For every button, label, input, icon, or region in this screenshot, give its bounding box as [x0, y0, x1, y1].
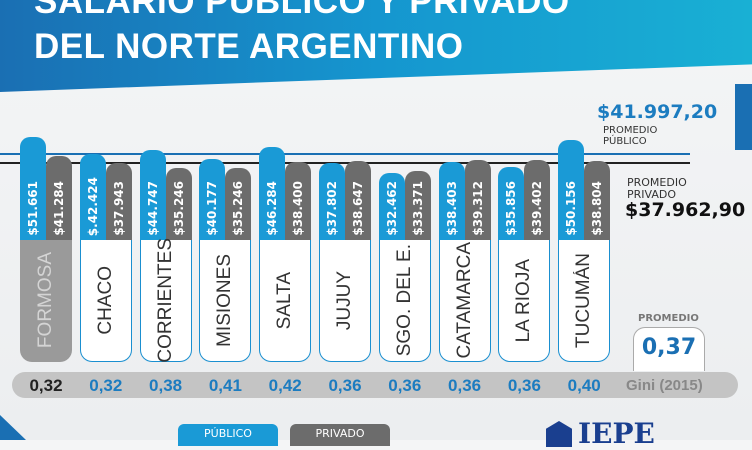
gini-value: 0,38: [149, 376, 183, 395]
public-average-line: [0, 153, 690, 155]
public-value-label: $40.177: [205, 181, 220, 236]
province-label: JUJUY: [319, 240, 371, 362]
province-name: CATAMARCA: [453, 242, 475, 359]
province-label: SALTA: [259, 240, 312, 362]
public-average-value: $41.997,20: [597, 101, 718, 123]
private-bar: $35.246: [165, 167, 192, 240]
province-label: LA RIOJA: [498, 240, 551, 362]
province-label: FORMOSA: [20, 240, 72, 362]
private-value-label: $41.284: [52, 181, 66, 236]
province-name: CHACO: [94, 266, 116, 335]
gini-value: 0,36: [448, 376, 482, 395]
gini-value: 0,32: [29, 376, 63, 395]
private-bar: $38.804: [584, 161, 611, 240]
private-value-label: $39.402: [530, 181, 545, 236]
public-bar: $32.462: [378, 172, 405, 240]
gini-row: [12, 372, 738, 398]
legend-private: PRIVADO: [290, 424, 390, 446]
province-label: CATAMARCA: [438, 240, 491, 362]
province-label: MISIONES: [199, 240, 252, 362]
logo-icon: [546, 421, 572, 447]
decorative-triangle: [0, 415, 26, 440]
public-average-label: PROMEDIO PÚBLICO: [603, 125, 658, 147]
private-value-label: $38.400: [291, 181, 306, 236]
public-bar: $44.747: [139, 149, 166, 240]
public-value-label: $50.156: [564, 181, 579, 236]
gini-value: 0,36: [507, 376, 541, 395]
gini-value: 0,41: [208, 376, 242, 395]
province-name: SALTA: [274, 271, 296, 330]
private-bar: $39.402: [524, 159, 551, 240]
public-bar: $35.856: [498, 166, 525, 240]
province-label: CHACO: [79, 240, 132, 362]
gini-value: 0,42: [268, 376, 302, 395]
public-value-label: $37.802: [325, 181, 339, 236]
public-value-label: $51.661: [26, 181, 40, 236]
private-average-line: [0, 162, 690, 164]
province-label: TUCUMÁN: [558, 240, 611, 362]
public-value-label: $32.462: [384, 181, 399, 236]
private-bar: $35.246: [225, 167, 252, 240]
private-value-label: $35.246: [171, 181, 186, 236]
private-bar: $33.371: [404, 171, 431, 240]
province-name: LA RIOJA: [513, 258, 535, 343]
public-value-label: $.42.424: [85, 176, 100, 236]
gini-value: 0,32: [89, 376, 123, 395]
province-name: MISIONES: [214, 254, 236, 347]
private-value-label: $35.246: [231, 181, 246, 236]
public-bar: $38.403: [438, 161, 465, 240]
province-name: FORMOSA: [35, 252, 56, 349]
province-label: SGO. DEL E.: [378, 240, 431, 362]
public-bar: $.42.424: [79, 154, 106, 240]
logo-text: IEPE: [578, 417, 655, 450]
public-bar: $50.156: [558, 139, 585, 240]
gini-value: 0,36: [388, 376, 422, 395]
private-bar: $39.312: [464, 160, 491, 240]
province-name: SGO. DEL E.: [393, 244, 415, 357]
province-name: TUCUMÁN: [573, 253, 595, 348]
public-bar: $37.802: [319, 162, 345, 240]
decorative-blue-box: [735, 84, 752, 150]
public-bar: $51.661: [20, 137, 46, 240]
public-bar: $46.284: [259, 147, 286, 240]
private-bar: $41.284: [46, 156, 72, 240]
private-bar: $38.647: [345, 161, 371, 240]
province-name: JUJUY: [334, 270, 355, 331]
iepe-logo: IEPE: [546, 420, 655, 448]
private-value-label: $39.312: [470, 181, 485, 236]
private-value-label: $37.943: [111, 181, 126, 236]
private-average-value: $37.962,90: [625, 199, 746, 221]
gini-value: 0,40: [567, 376, 601, 395]
public-value-label: $38.403: [444, 181, 459, 236]
legend-public: PÚBLICO: [178, 424, 278, 446]
private-average-label: PROMEDIO PRIVADO: [627, 176, 687, 201]
gini-label: Gini (2015): [626, 377, 703, 394]
private-bar: $38.400: [285, 161, 312, 240]
public-bar: $40.177: [199, 158, 226, 240]
province-label: CORRIENTES: [139, 238, 192, 363]
gini-average-label: PROMEDIO: [638, 313, 699, 324]
gini-value: 0,36: [328, 376, 362, 395]
province-name: CORRIENTES: [154, 238, 176, 363]
private-value-label: $33.371: [410, 181, 425, 236]
public-value-label: $44.747: [145, 181, 160, 236]
private-bar: $37.943: [105, 162, 132, 240]
title-line-2: DEL NORTE ARGENTINO: [34, 27, 464, 66]
gini-average-value: 0,37: [633, 327, 705, 371]
private-value-label: $38.804: [590, 181, 605, 236]
private-value-label: $38.647: [351, 181, 365, 236]
public-value-label: $46.284: [265, 181, 280, 236]
title-line-1: SALARIO PÚBLICO Y PRIVADO: [34, 0, 570, 21]
public-value-label: $35.856: [504, 181, 519, 236]
